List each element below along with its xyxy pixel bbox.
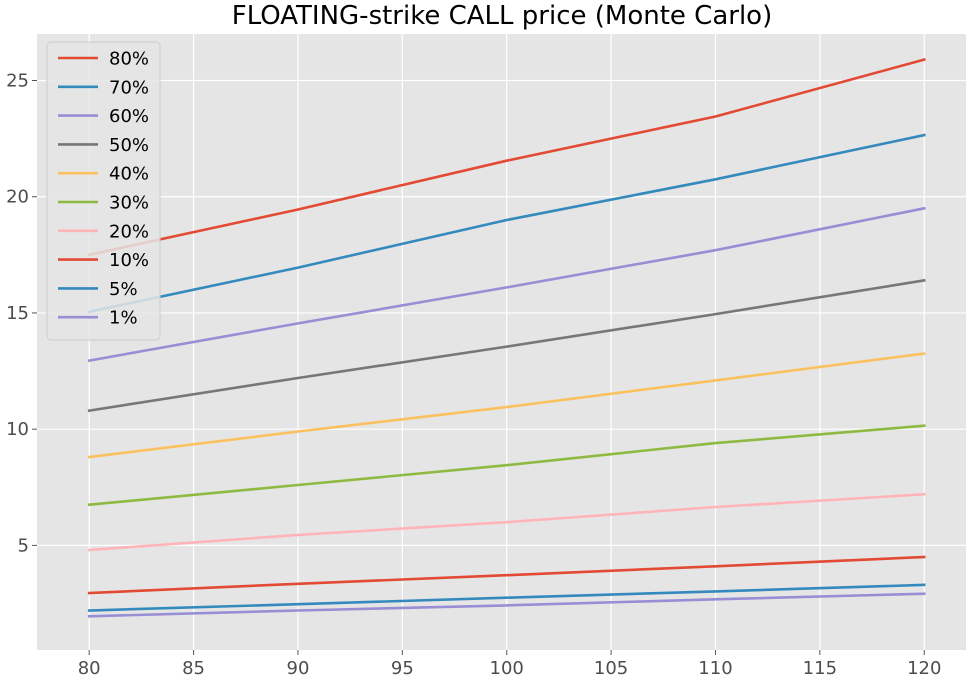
x-tick-label: 90 — [287, 658, 310, 677]
legend-label: 70% — [109, 77, 149, 98]
plot-area: 80 85 90 95 100 105 110 115 120 5 10 15 20 25 80% 70% 60… — [6, 34, 966, 677]
x-tick-label: 100 — [490, 658, 524, 677]
legend-label: 80% — [109, 49, 149, 70]
series-line-1pct — [87, 592, 926, 618]
y-tick-label: 15 — [6, 303, 29, 324]
x-tick-label: 80 — [78, 658, 101, 677]
chart-title: FLOATING-strike CALL price (Monte Carlo) — [232, 1, 772, 31]
plot-background — [37, 34, 966, 650]
legend-label: 40% — [109, 164, 149, 185]
legend-label: 20% — [109, 221, 149, 242]
series-line-40pct — [87, 352, 926, 459]
x-tick-label: 120 — [907, 658, 941, 677]
series-line-30pct — [87, 424, 926, 507]
y-tick-label: 5 — [18, 535, 29, 556]
series-line-5pct — [87, 583, 926, 612]
x-tick-label: 85 — [182, 658, 205, 677]
y-tick-label: 10 — [6, 419, 29, 440]
series-line-20pct — [87, 492, 926, 552]
series-line-50pct — [87, 278, 926, 413]
legend-label: 50% — [109, 135, 149, 156]
series-line-80pct — [87, 58, 926, 257]
series-line-10pct — [87, 555, 926, 595]
series-line-70pct — [87, 133, 926, 314]
x-tick-label: 110 — [698, 658, 732, 677]
legend-label: 10% — [109, 250, 149, 271]
series-line-60pct — [87, 206, 926, 363]
legend-label: 30% — [109, 193, 149, 214]
x-tick-label: 115 — [803, 658, 837, 677]
y-tick-label: 25 — [6, 70, 29, 91]
x-tick-label: 95 — [391, 658, 414, 677]
y-tick-label: 20 — [6, 187, 29, 208]
legend-label: 5% — [109, 279, 138, 300]
legend-label: 1% — [109, 308, 138, 329]
legend-label: 60% — [109, 106, 149, 127]
x-tick-label: 105 — [594, 658, 628, 677]
